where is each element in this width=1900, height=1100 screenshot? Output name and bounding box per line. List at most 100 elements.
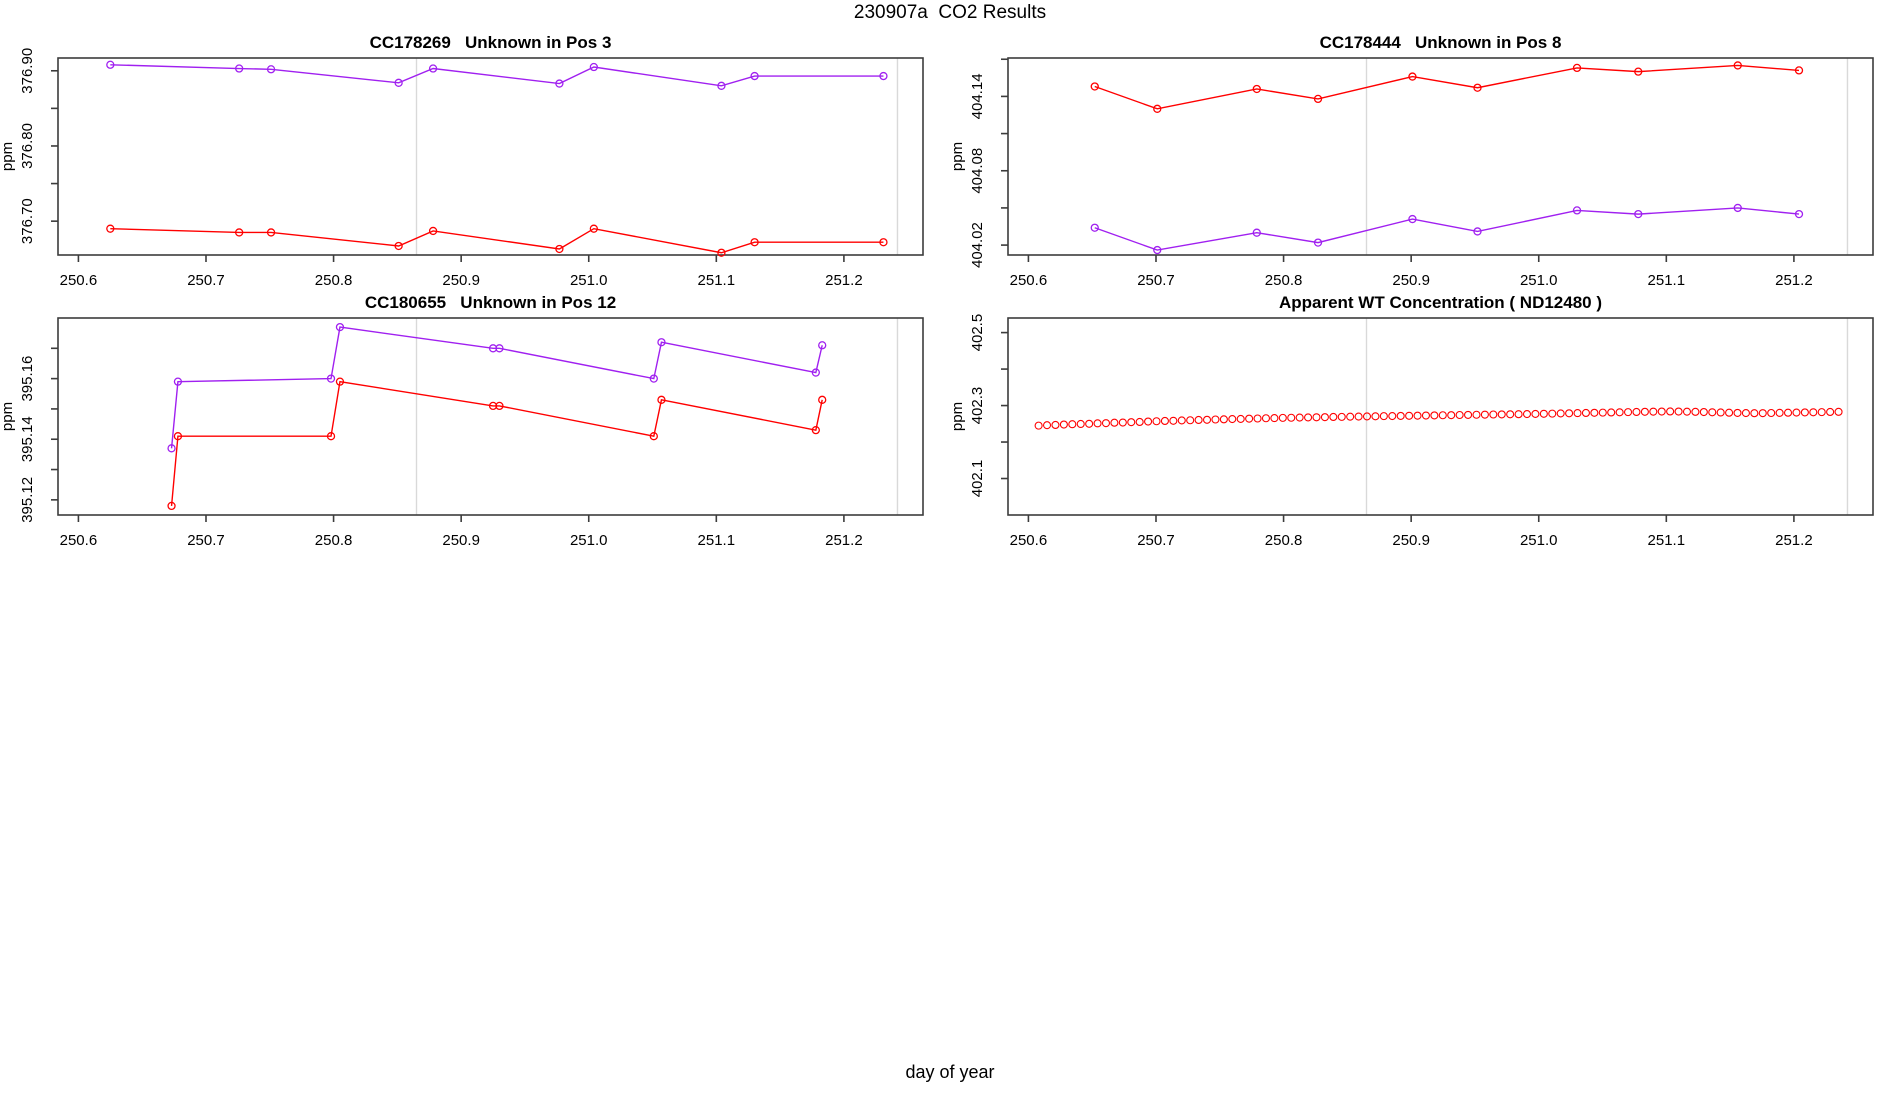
data-point [1539, 409, 1548, 418]
data-point [1408, 72, 1417, 81]
data-point [1388, 412, 1397, 421]
data-point [106, 224, 115, 233]
data-point [879, 71, 888, 81]
x-tick-label: 251.2 [1775, 532, 1813, 549]
data-point [1076, 419, 1085, 429]
data-point [1430, 411, 1439, 420]
data-point [106, 60, 115, 69]
x-axis: 250.6 250.7 250.8 250.9 251.0 251.1 251.2 [60, 515, 863, 549]
data-point [657, 395, 666, 404]
data-point [1607, 408, 1616, 417]
x-tick-label: 250.7 [1137, 532, 1175, 549]
chart-title: CC178444 Unknown in Pos 8 [1320, 33, 1562, 52]
y-tick-label: 404.02 [969, 222, 986, 268]
data-point [1489, 410, 1498, 419]
gridlines [415, 58, 899, 255]
data-point [1497, 410, 1506, 419]
data-point [589, 224, 598, 233]
data-point [1278, 413, 1287, 422]
data-point [1396, 411, 1405, 420]
data-point [1245, 414, 1254, 423]
data-point [1581, 408, 1590, 418]
data-point [1042, 421, 1052, 430]
data-point [1438, 411, 1447, 420]
data-point [1598, 408, 1607, 417]
y-axis: 402.1 402.3 402.5 ppm [949, 314, 1008, 497]
data-point [1699, 407, 1708, 417]
data-point [1767, 408, 1776, 418]
x-tick-label: 251.2 [825, 532, 863, 549]
data-point [394, 78, 403, 87]
data-point [1473, 83, 1482, 92]
data-point [1211, 415, 1220, 424]
data-point [1573, 409, 1582, 418]
x-tick-label: 250.6 [60, 532, 98, 549]
data-point [1228, 415, 1237, 424]
series-red [1034, 407, 1843, 430]
x-tick-label: 250.6 [1010, 272, 1048, 289]
chart-bottom-left-pos12: 395.12 395.14 395.16 ppm 250.6 250.7 250.8 250.… [0, 288, 950, 560]
data-point [1826, 407, 1835, 417]
data-point [1634, 209, 1643, 219]
chart-bottom-right-apparent-wt: 402.1 402.3 402.5 ppm 250.6 250.7 250.8 250.9 25… [949, 288, 1900, 560]
series-red [1090, 61, 1804, 113]
series-red [167, 377, 827, 511]
data-point [1572, 63, 1582, 73]
data-point [1666, 407, 1675, 416]
x-tick-label: 250.9 [442, 532, 480, 549]
data-point [1716, 408, 1725, 417]
data-point [1160, 416, 1169, 426]
data-point [1758, 409, 1767, 418]
data-point [1733, 203, 1742, 213]
x-tick-label: 250.6 [1010, 532, 1048, 549]
y-axis: 404.02 404.08 404.14 ppm [949, 58, 1008, 268]
x-tick-label: 251.0 [570, 532, 608, 549]
data-point [1473, 227, 1482, 236]
data-point [1725, 408, 1734, 417]
y-tick-label: 395.16 [19, 356, 36, 402]
data-point [1405, 411, 1414, 420]
data-point [1219, 415, 1228, 424]
data-point [1623, 408, 1633, 417]
gridlines [1365, 58, 1849, 255]
data-point [1371, 412, 1380, 421]
y-tick-label: 376.90 [19, 48, 36, 94]
data-point [167, 444, 176, 453]
data-point [649, 432, 658, 441]
data-point [1691, 407, 1700, 416]
y-tick-label: 404.14 [969, 73, 986, 119]
x-tick-label: 250.7 [187, 532, 225, 549]
data-point [1090, 223, 1099, 232]
data-point [428, 64, 438, 73]
y-tick-label: 404.08 [969, 148, 986, 194]
series-line [170, 380, 823, 506]
x-axis: 250.6 250.7 250.8 250.9 251.0 251.1 251.2 [60, 255, 863, 289]
data-point [1800, 408, 1809, 417]
series-purple [167, 322, 827, 453]
data-point [1834, 407, 1843, 416]
series-purple [1090, 203, 1804, 255]
data-point [1346, 412, 1355, 421]
y-axis-title: ppm [950, 402, 966, 431]
data-point [1034, 421, 1043, 430]
data-point [235, 228, 244, 237]
x-tick-label: 250.6 [60, 272, 98, 289]
data-point [1792, 408, 1801, 417]
data-point [1794, 209, 1804, 219]
data-point [1312, 413, 1321, 422]
data-point [1135, 417, 1144, 427]
data-point [1304, 413, 1313, 422]
data-point [1329, 412, 1338, 422]
x-tick-label: 250.7 [187, 272, 225, 289]
y-axis-title: ppm [0, 142, 16, 171]
x-tick-label: 250.9 [442, 272, 480, 289]
y-tick-label: 402.3 [969, 387, 986, 425]
data-point [1682, 407, 1692, 416]
data-point [1634, 67, 1643, 76]
data-point [750, 71, 759, 81]
data-point [1421, 411, 1431, 420]
data-point [1313, 238, 1323, 247]
